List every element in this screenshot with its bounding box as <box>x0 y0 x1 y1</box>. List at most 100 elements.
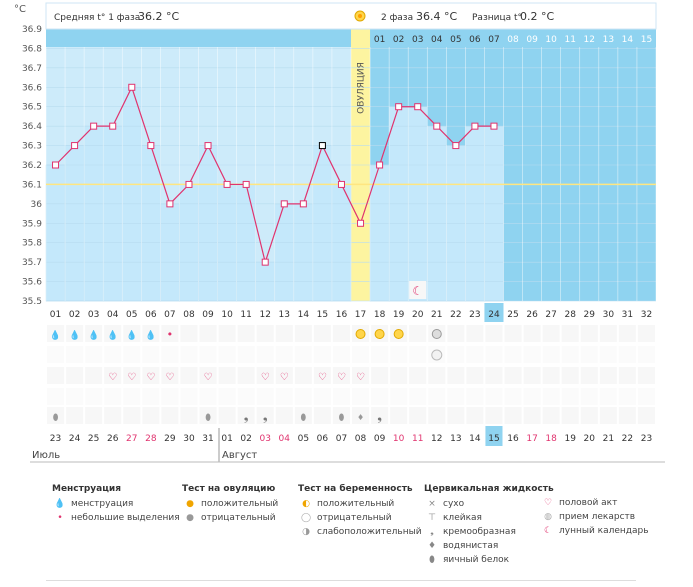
y-tick-label: 35.7 <box>22 258 42 268</box>
moon-icon: ☾ <box>412 284 423 298</box>
marker-cell <box>409 407 427 424</box>
legend-item: лунный календарь <box>559 526 649 536</box>
calendar-day-label: 22 <box>622 434 633 444</box>
marker-cell <box>332 346 350 363</box>
marker-cell <box>371 367 389 384</box>
legend-item: менструация <box>71 499 134 509</box>
marker-cell <box>542 388 560 405</box>
temperature-points[interactable] <box>52 83 498 266</box>
cycle-day-label: 16 <box>336 310 348 320</box>
marker-cell <box>66 388 84 405</box>
temperature-point[interactable] <box>242 180 250 188</box>
temperature-point[interactable] <box>490 122 498 130</box>
marker-cell <box>390 367 408 384</box>
month-july: Июль <box>32 450 60 461</box>
marker-cell <box>447 346 465 363</box>
diff-label: Разница t° <box>472 13 522 23</box>
temperature-point[interactable] <box>71 142 79 150</box>
marker-cell <box>237 407 255 424</box>
marker-cell <box>161 325 179 342</box>
marker-cell <box>332 367 350 384</box>
temperature-point[interactable] <box>433 122 441 130</box>
temperature-point[interactable] <box>109 122 117 130</box>
cycle-day-label: 22 <box>450 310 461 320</box>
temperature-bar <box>274 203 295 302</box>
marker-cell <box>256 407 274 424</box>
creamy-icon: ❟ <box>430 527 434 537</box>
temperature-point[interactable] <box>376 161 384 169</box>
temperature-point[interactable] <box>318 142 326 150</box>
temperature-point[interactable] <box>166 200 174 208</box>
phase2-day-label: 01 <box>374 35 385 45</box>
marker-cell <box>104 325 122 342</box>
cycle-day-label: 09 <box>202 310 214 320</box>
marker-cell <box>637 367 655 384</box>
temperature-point[interactable] <box>147 142 155 150</box>
ovulation-negative-icon <box>431 329 442 339</box>
symptom-markers: 💧 💧 💧 💧 💧 💧 • ♡ ♡ ♡ ♡ ♡ ♡ ♡ ♡ ♡ ♡ ⬮ ⬮ ⬮ ⬮ ❟ ❟ ❟ ♦ ☾ <box>47 281 655 424</box>
marker-cell <box>199 325 217 342</box>
current-day-highlight <box>484 303 504 322</box>
marker-cell <box>618 407 636 424</box>
temperature-point[interactable] <box>299 200 307 208</box>
cycle-day-label: 15 <box>317 310 328 320</box>
temperature-bar <box>484 125 504 302</box>
y-axis-ticks: 36.9 36.8 36.7 36.6 36.5 36.4 36.3 36.2 36.1 36 35… <box>22 25 42 307</box>
phase1-label: Средняя t° 1 фаза <box>54 13 140 23</box>
calendar-day-label: 20 <box>584 434 596 444</box>
temperature-point[interactable] <box>185 180 193 188</box>
marker-cell <box>580 388 598 405</box>
marker-cell <box>85 346 103 363</box>
calendar-day-label: 17 <box>526 434 537 444</box>
temperature-point[interactable] <box>414 103 422 111</box>
cycle-day-label: 21 <box>431 310 442 320</box>
calendar-day-label: 25 <box>88 434 99 444</box>
marker-cell <box>523 367 541 384</box>
temperature-point[interactable] <box>128 83 136 91</box>
marker-cell <box>352 388 370 405</box>
menstruation-drop-icon: 💧 <box>88 329 99 341</box>
marker-cell <box>104 346 122 363</box>
temperature-point[interactable] <box>471 122 479 130</box>
marker-cell <box>332 388 350 405</box>
marker-cell <box>199 346 217 363</box>
phase2-day-label: 07 <box>488 35 499 45</box>
temperature-point[interactable] <box>261 258 269 266</box>
marker-cell <box>466 325 484 342</box>
calendar-day-label: 21 <box>603 434 614 444</box>
marker-cell <box>618 325 636 342</box>
calendar-day-label: 01 <box>221 434 232 444</box>
marker-cell <box>466 367 484 384</box>
heart-icon: ♡ <box>204 372 213 383</box>
temperature-point[interactable] <box>90 122 98 130</box>
temperature-point[interactable] <box>395 103 403 111</box>
eggwhite-icon: ⬮ <box>205 413 211 423</box>
y-tick-label: 35.9 <box>22 219 42 229</box>
marker-cell <box>371 346 389 363</box>
marker-cell <box>561 367 579 384</box>
marker-cell <box>332 407 350 424</box>
marker-cell <box>637 346 655 363</box>
legend-item: отрицательный <box>317 513 392 523</box>
y-tick-label: 35.6 <box>22 278 42 288</box>
ovulation-vertical-label: ОВУЛЯЦИЯ <box>357 62 367 114</box>
cycle-day-label: 07 <box>164 310 175 320</box>
heart-icon: ♡ <box>127 372 136 383</box>
temperature-point[interactable] <box>52 161 60 169</box>
temperature-point[interactable] <box>337 180 345 188</box>
marker-cell <box>47 325 65 342</box>
temperature-point[interactable] <box>280 200 288 208</box>
temperature-point[interactable] <box>357 219 365 227</box>
calendar-day-label: 10 <box>393 434 405 444</box>
legend-pregnancy-title: Тест на беременность <box>298 484 413 494</box>
temperature-point[interactable] <box>204 142 212 150</box>
y-tick-label: 36.3 <box>22 142 42 152</box>
marker-cell <box>523 388 541 405</box>
bbt-chart: °C Средняя t° 1 фаза 36.2 °C 2 фаза 36.4… <box>14 2 665 463</box>
marker-cell <box>123 325 141 342</box>
heart-icon: ♡ <box>261 372 270 383</box>
chart-header: °C Средняя t° 1 фаза 36.2 °C 2 фаза 36.4… <box>14 2 657 30</box>
temperature-point[interactable] <box>452 142 460 150</box>
temperature-point[interactable] <box>223 180 231 188</box>
chart-grid <box>45 28 657 302</box>
